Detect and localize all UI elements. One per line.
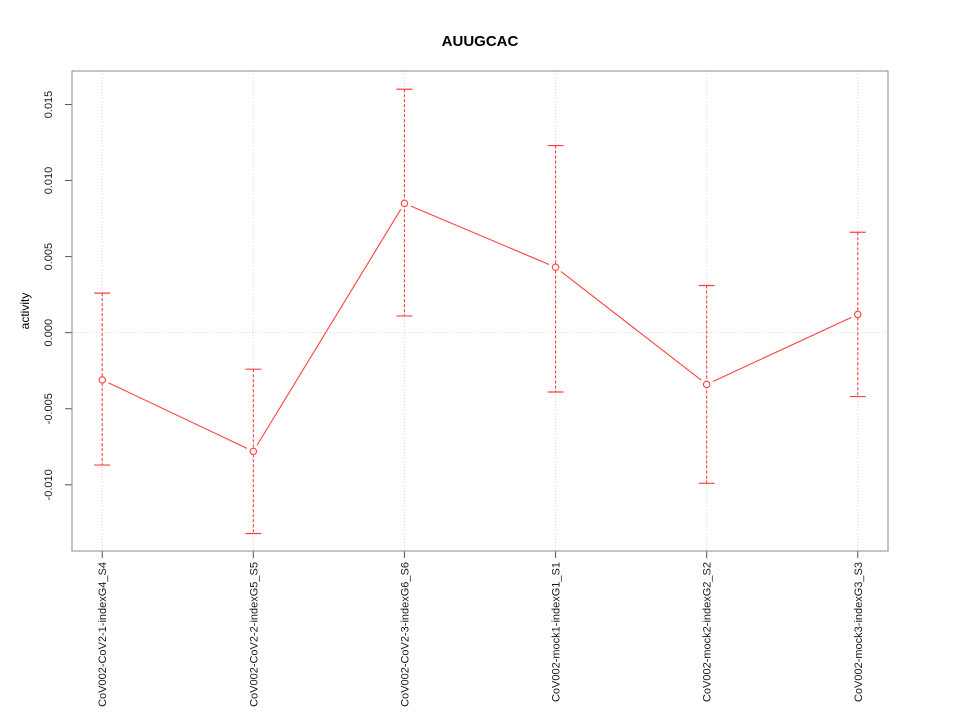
- x-category-label: CoV002-CoV2-3-indexG6_S6: [399, 562, 411, 707]
- series-segment: [410, 205, 550, 266]
- y-tick-label: 0.010: [43, 167, 55, 195]
- series-segment: [712, 316, 852, 382]
- y-tick-label: 0.015: [43, 91, 55, 119]
- x-category-label: CoV002-CoV2-1-indexG4_S4: [97, 562, 109, 707]
- series-segment: [560, 271, 702, 381]
- x-category-label: CoV002-mock1-indexG1_S1: [551, 562, 563, 702]
- x-category-label: CoV002-mock2-indexG2_S2: [702, 562, 714, 702]
- y-tick-label: -0.005: [43, 393, 55, 424]
- x-category-label: CoV002-mock3-indexG3_S3: [853, 562, 865, 702]
- data-point-marker: [98, 376, 106, 384]
- y-tick-label: 0.000: [43, 319, 55, 347]
- series-segment: [108, 382, 248, 449]
- series-segment: [256, 209, 402, 446]
- x-category-label: CoV002-CoV2-2-indexG5_S5: [248, 562, 260, 707]
- data-point-marker: [400, 199, 409, 208]
- data-point-marker: [854, 310, 862, 319]
- plot-box: [71, 70, 889, 552]
- data-point-marker: [702, 380, 711, 389]
- chart-title: AUUGCAC: [441, 33, 519, 50]
- y-tick-label: -0.010: [43, 469, 55, 500]
- data-point-marker: [551, 263, 560, 272]
- data-point-marker: [249, 447, 258, 456]
- y-tick-label: 0.005: [43, 243, 55, 271]
